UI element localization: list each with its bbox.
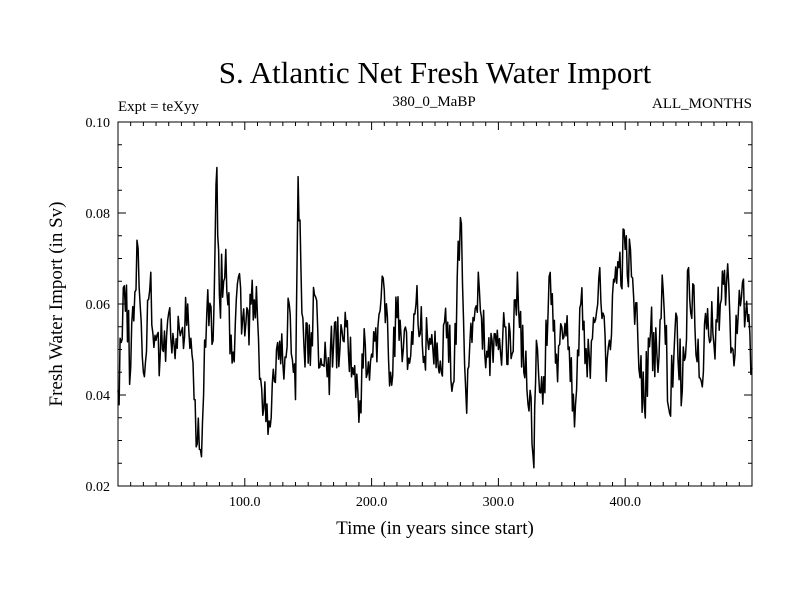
- y-tick-label: 0.02: [86, 480, 111, 495]
- chart-title: S. Atlantic Net Fresh Water Import: [219, 55, 652, 90]
- period-label: 380_0_MaBP: [392, 94, 475, 110]
- x-tick-label: 200.0: [356, 495, 388, 510]
- experiment-label: Expt = teXyy: [118, 99, 199, 115]
- x-tick-label: 100.0: [229, 495, 261, 510]
- tick-labels: 100.0 200.0 300.0 400.0 0.02 0.04 0.06 0.08 0.10: [86, 116, 641, 510]
- y-tick-label: 0.10: [86, 116, 111, 131]
- fresh-water-series-line: [117, 166, 753, 469]
- axis-ticks: [118, 122, 752, 486]
- y-axis-label: Fresh Water Import (in Sv): [46, 202, 67, 407]
- y-tick-label: 0.08: [86, 207, 111, 222]
- y-tick-label: 0.04: [86, 389, 111, 404]
- x-tick-label: 300.0: [483, 495, 515, 510]
- x-axis-label: Time (in years since start): [336, 518, 534, 539]
- months-label: ALL_MONTHS: [652, 96, 752, 112]
- x-tick-label: 400.0: [609, 495, 641, 510]
- y-tick-label: 0.06: [86, 298, 111, 313]
- plot-frame: [117, 121, 753, 487]
